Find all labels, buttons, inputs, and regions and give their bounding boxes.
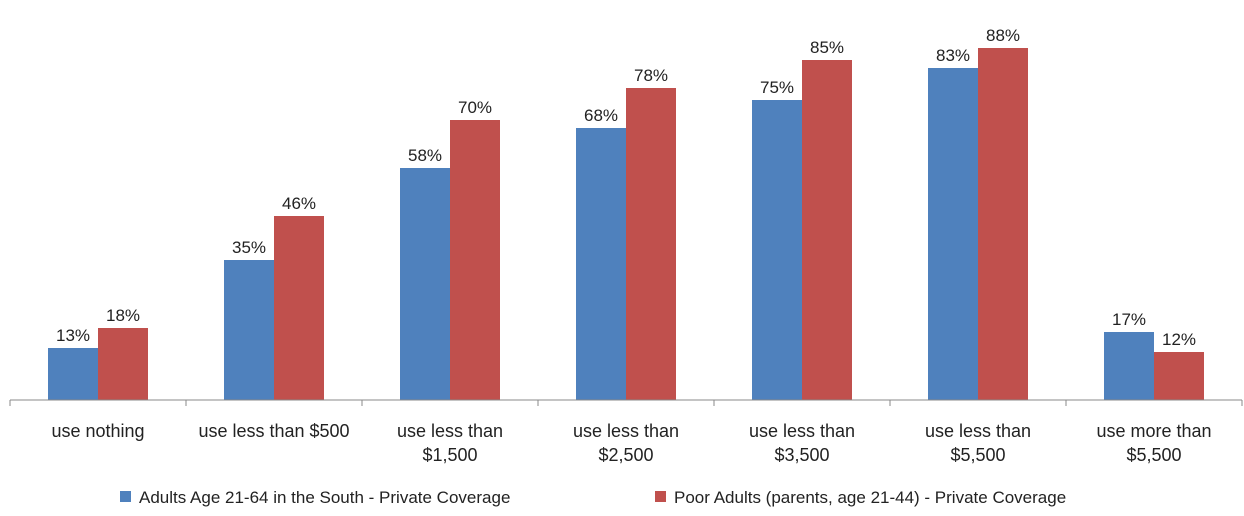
x-tick-label: use less than $1,500 xyxy=(397,421,503,465)
value-label: 88% xyxy=(986,26,1020,45)
x-axis xyxy=(9,399,1243,406)
x-tick-label: use less than $5,500 xyxy=(925,421,1031,465)
x-tick-label: use less than $3,500 xyxy=(749,421,855,465)
value-labels-layer: 13% 18% 35% 46% 58% 70% 68% 78% 75% 85% 83% 88% 17% 1… xyxy=(56,26,1196,349)
x-tick-label: use less than $500 xyxy=(198,421,349,441)
value-label: 85% xyxy=(810,38,844,57)
value-label: 12% xyxy=(1162,330,1196,349)
value-label: 35% xyxy=(232,238,266,257)
legend-label: Poor Adults (parents, age 21-44) - Priva… xyxy=(674,488,1066,507)
legend-swatch xyxy=(655,491,666,502)
value-label: 70% xyxy=(458,98,492,117)
bar-2-cat-1 xyxy=(98,328,148,400)
legend-swatch xyxy=(120,491,131,502)
value-label: 13% xyxy=(56,326,90,345)
bars-layer xyxy=(48,48,1204,400)
bar-2-cat-6 xyxy=(978,48,1028,400)
value-label: 18% xyxy=(106,306,140,325)
legend-label: Adults Age 21-64 in the South - Private … xyxy=(139,488,510,507)
value-label: 46% xyxy=(282,194,316,213)
bar-2-cat-5 xyxy=(802,60,852,400)
bar-2-cat-3 xyxy=(450,120,500,400)
bar-1-cat-3 xyxy=(400,168,450,400)
legend: Adults Age 21-64 in the South - Private … xyxy=(120,488,1066,507)
x-tick-label: use less than $2,500 xyxy=(573,421,679,465)
bar-1-cat-6 xyxy=(928,68,978,400)
bar-1-cat-1 xyxy=(48,348,98,400)
bar-2-cat-7 xyxy=(1154,352,1204,400)
bar-1-cat-2 xyxy=(224,260,274,400)
bar-2-cat-4 xyxy=(626,88,676,400)
bar-1-cat-5 xyxy=(752,100,802,400)
bar-1-cat-7 xyxy=(1104,332,1154,400)
x-tick-label: use nothing xyxy=(51,421,144,441)
x-tick-label: use more than $5,500 xyxy=(1096,421,1211,465)
value-label: 75% xyxy=(760,78,794,97)
value-label: 83% xyxy=(936,46,970,65)
bar-1-cat-4 xyxy=(576,128,626,400)
value-label: 78% xyxy=(634,66,668,85)
value-label: 17% xyxy=(1112,310,1146,329)
category-labels-layer: use nothing use less than $500 use less th… xyxy=(51,421,1211,465)
value-label: 58% xyxy=(408,146,442,165)
bar-2-cat-2 xyxy=(274,216,324,400)
value-label: 68% xyxy=(584,106,618,125)
